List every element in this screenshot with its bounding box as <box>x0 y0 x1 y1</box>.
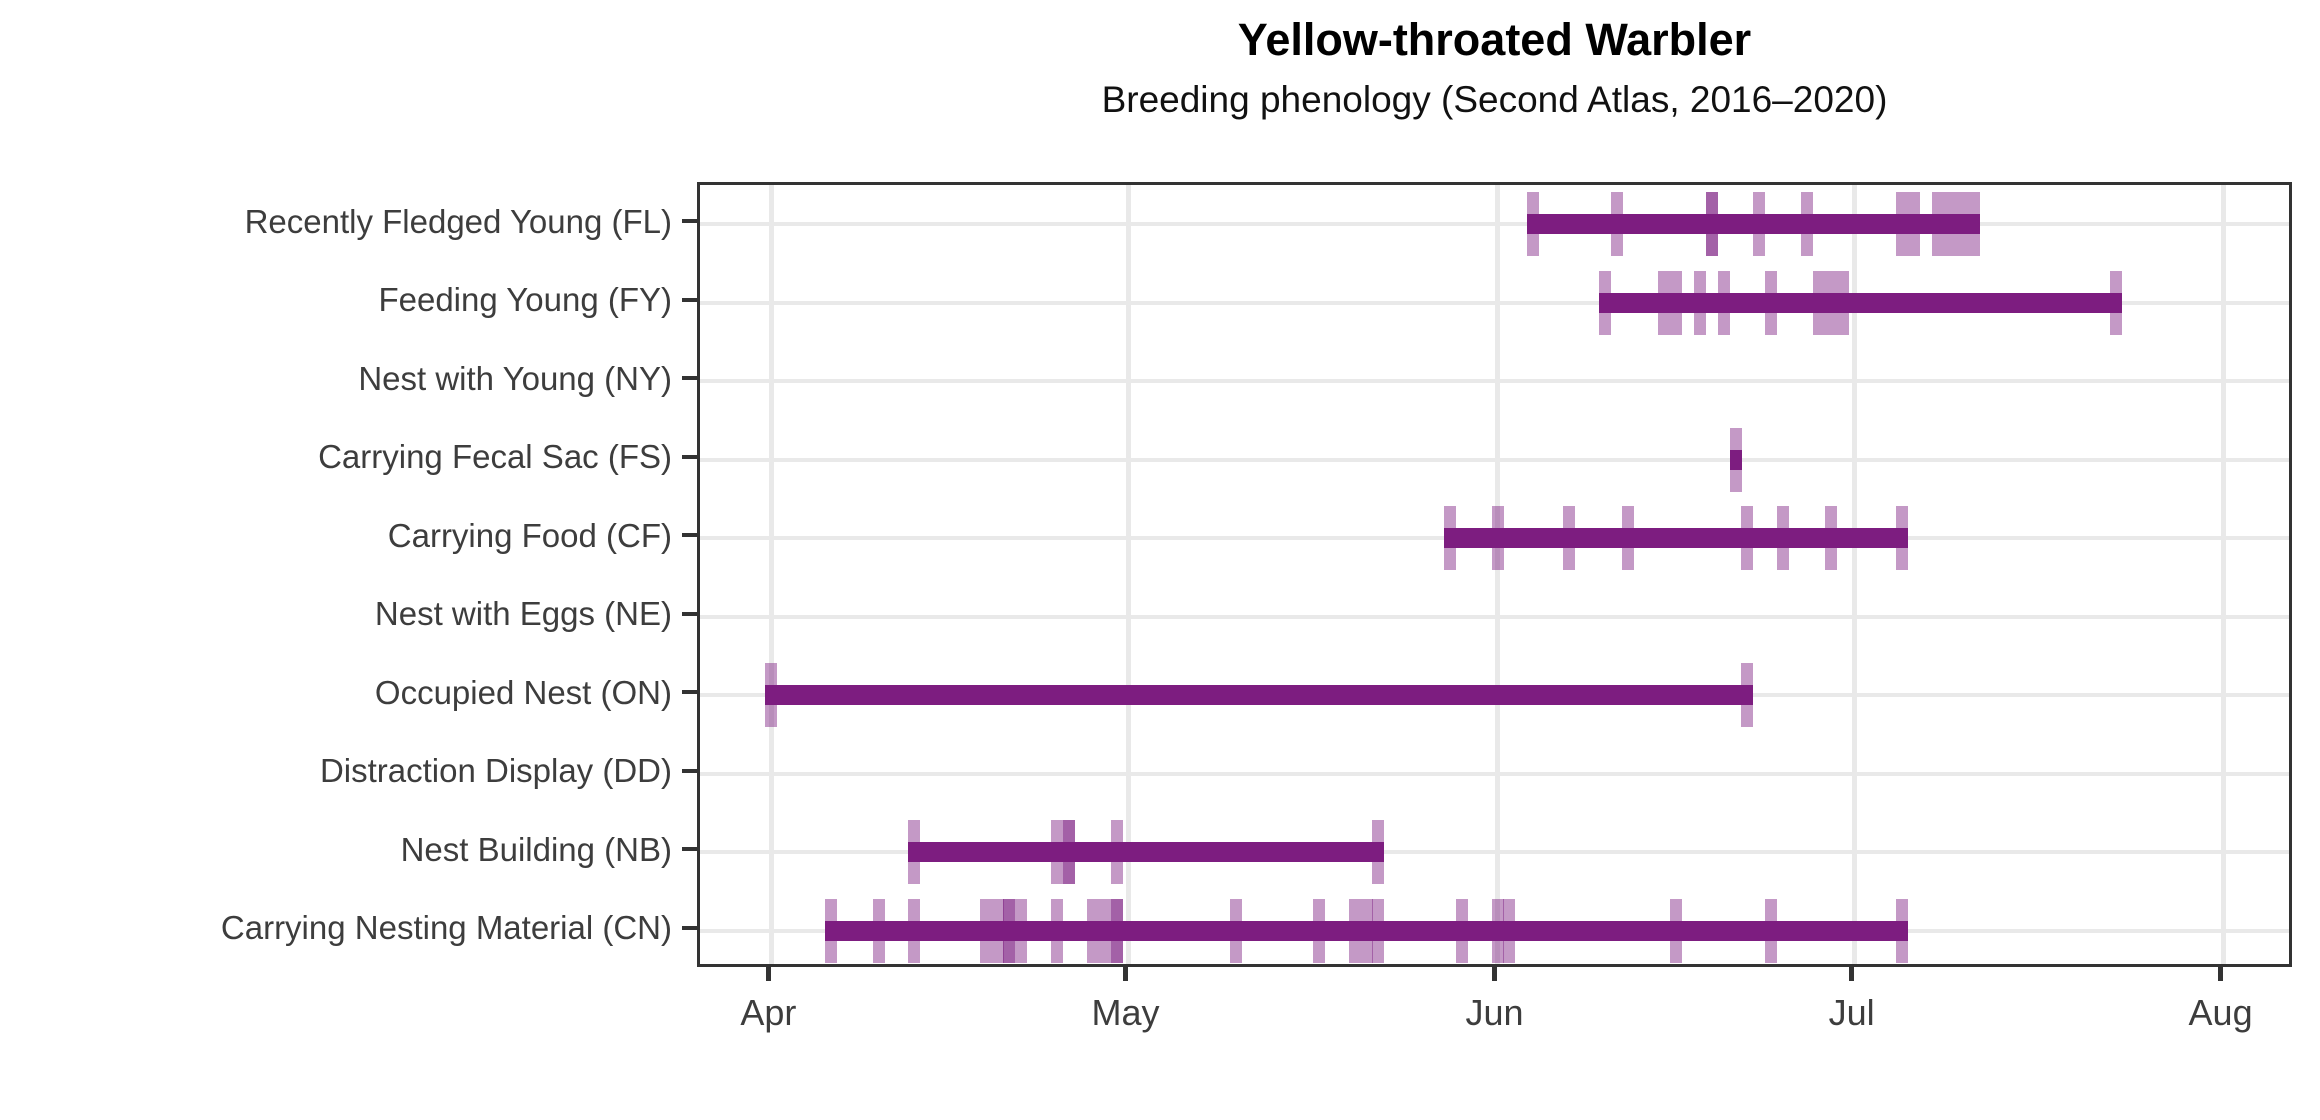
x-gridline-Jul <box>1852 185 1858 964</box>
x-axis-tick-May <box>1123 967 1128 981</box>
plot-panel <box>697 182 2292 967</box>
y-gridline-NY <box>700 379 2289 384</box>
range-bar-FL <box>1527 214 1980 235</box>
y-gridline-FS <box>700 457 2289 462</box>
x-axis-label-Jul: Jul <box>1828 992 1875 1033</box>
y-axis-tick-CN <box>682 925 697 930</box>
y-gridline-DD <box>700 771 2289 776</box>
x-gridline-May <box>1126 185 1131 964</box>
x-axis-tick-Jun <box>1492 967 1497 981</box>
y-axis-tick-FL <box>682 219 697 224</box>
range-bar-NB <box>908 842 1385 863</box>
y-gridline-NB <box>700 850 2289 855</box>
y-axis-label-FL: Recently Fledged Young (FL) <box>244 202 672 240</box>
y-axis-label-NE: Nest with Eggs (NE) <box>374 595 672 633</box>
y-axis-tick-FS <box>682 454 697 459</box>
y-axis-label-ON: Occupied Nest (ON) <box>374 673 672 711</box>
x-gridline-Jun <box>1495 185 1500 964</box>
x-axis-label-May: May <box>1091 992 1160 1033</box>
range-bar-FS <box>1729 449 1742 470</box>
y-axis-label-NY: Nest with Young (NY) <box>358 359 672 397</box>
y-axis-tick-NY <box>682 376 697 381</box>
range-bar-CF <box>1443 528 1909 549</box>
chart-subtitle: Breeding phenology (Second Atlas, 2016–2… <box>1101 79 1888 120</box>
x-axis-tick-Aug <box>2218 967 2224 981</box>
y-axis-label-FS: Carrying Fecal Sac (FS) <box>318 438 672 476</box>
y-axis-tick-ON <box>682 690 697 695</box>
y-axis-tick-FY <box>682 297 697 302</box>
x-axis-label-Jun: Jun <box>1465 992 1524 1033</box>
y-gridline-FY <box>700 300 2289 305</box>
range-bar-FY <box>1598 292 2123 313</box>
x-gridline-Aug <box>2221 185 2227 964</box>
chart-title: Yellow-throated Warbler <box>1237 14 1752 65</box>
y-axis-label-FY: Feeding Young (FY) <box>378 281 672 319</box>
x-axis-tick-Apr <box>765 967 771 981</box>
x-axis-tick-Jul <box>1849 967 1855 981</box>
range-bar-CN <box>824 920 1909 941</box>
y-axis-tick-DD <box>682 768 697 773</box>
y-axis-label-NB: Nest Building (NB) <box>400 830 672 868</box>
x-gridline-Apr <box>768 185 774 964</box>
x-axis-label-Apr: Apr <box>740 992 797 1033</box>
y-axis-label-CF: Carrying Food (CF) <box>387 516 672 554</box>
y-axis-tick-NB <box>682 847 697 852</box>
y-axis-label-CN: Carrying Nesting Material (CN) <box>220 909 672 947</box>
y-axis-label-DD: Distraction Display (DD) <box>319 752 672 790</box>
range-bar-ON <box>765 685 1754 706</box>
y-axis-tick-NE <box>682 611 697 616</box>
y-axis-tick-CF <box>682 533 697 538</box>
x-axis-label-Aug: Aug <box>2188 992 2253 1033</box>
y-gridline-NE <box>700 614 2289 619</box>
y-gridline-FL <box>700 222 2289 227</box>
